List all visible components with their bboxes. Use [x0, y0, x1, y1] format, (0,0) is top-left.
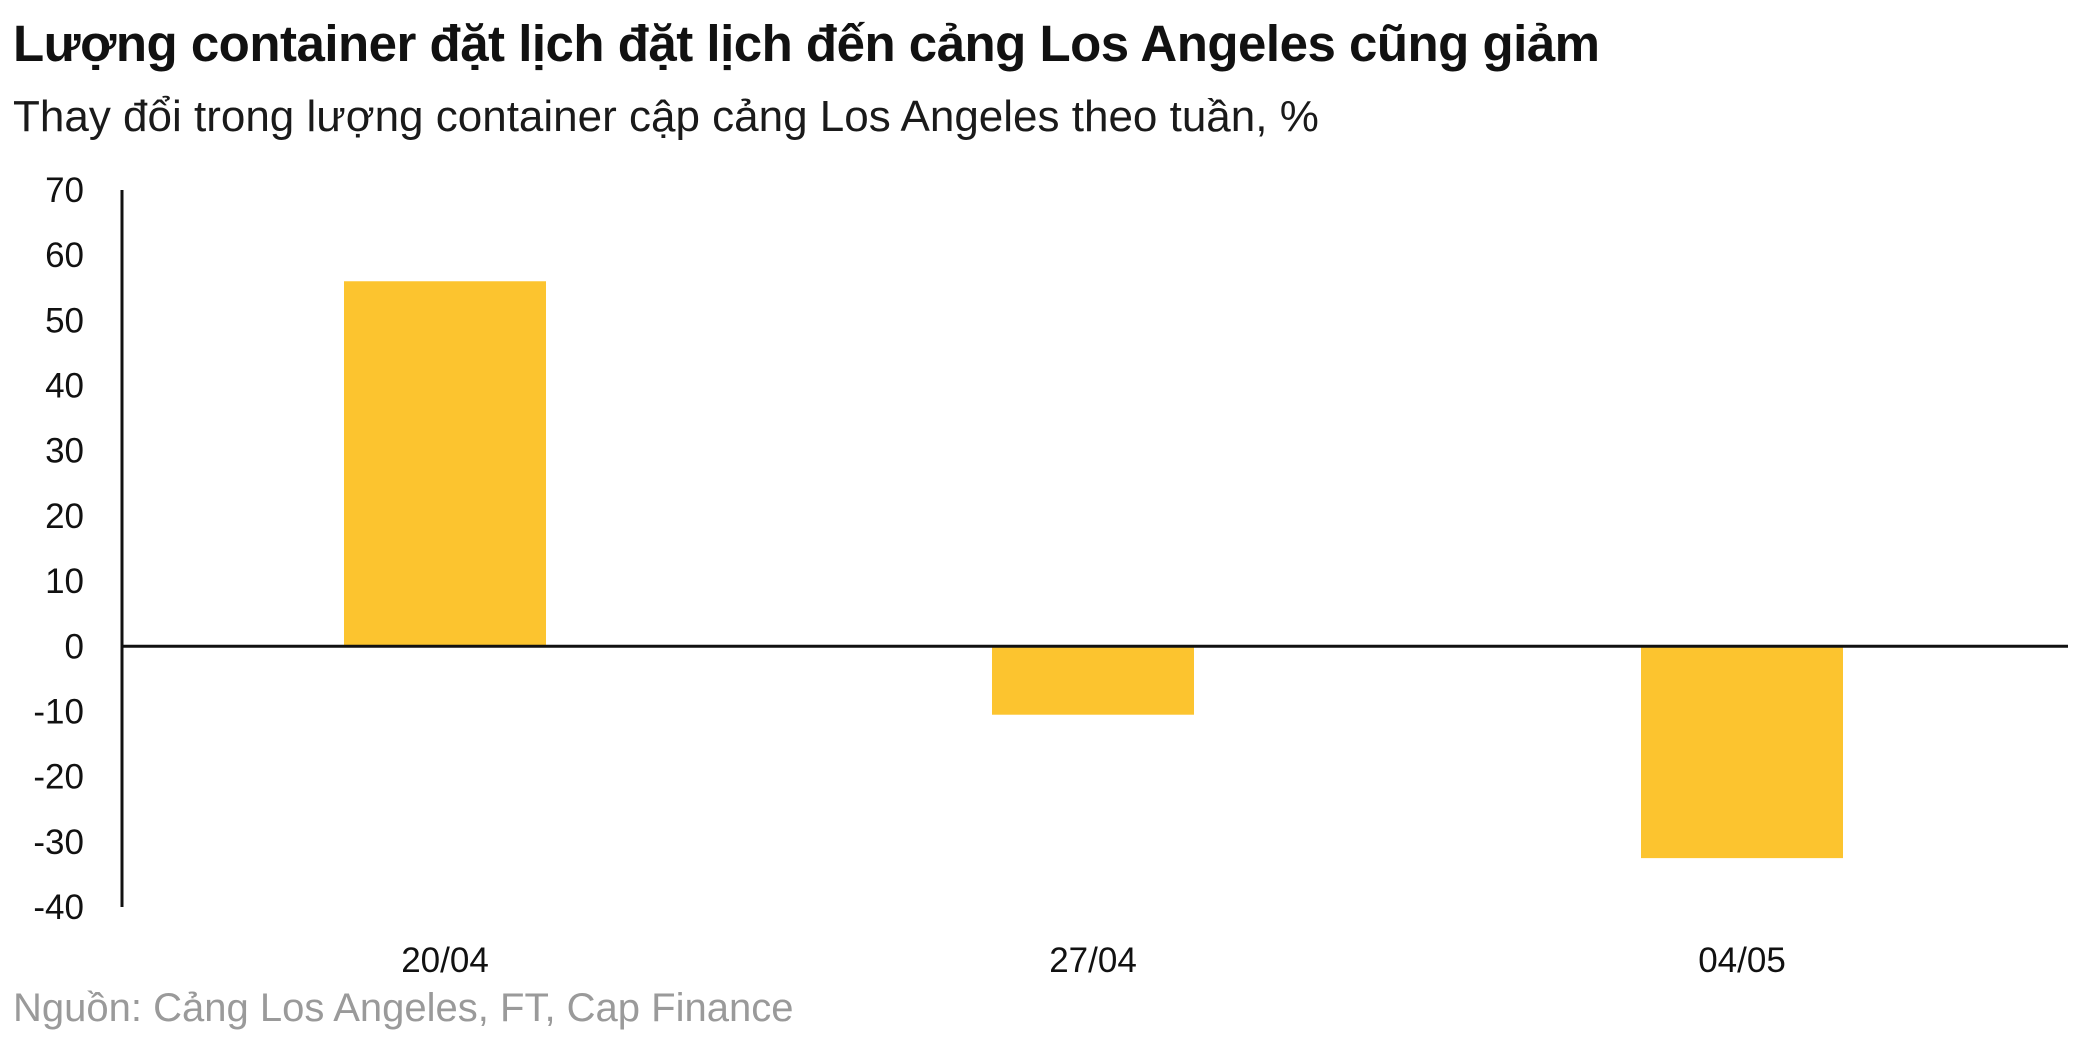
y-tick-label: 50	[45, 301, 84, 340]
y-tick-label: 60	[45, 236, 84, 275]
y-tick-label: 0	[65, 627, 84, 666]
chart-subtitle: Thay đổi trong lượng container cập cảng …	[13, 92, 1319, 141]
x-category-label: 27/04	[1049, 941, 1137, 980]
axes-layer	[120, 190, 2068, 907]
x-category-labels: 20/04 27/04 04/05	[401, 941, 1786, 980]
y-tick-label: 10	[45, 562, 84, 601]
bar-27-04	[992, 646, 1194, 715]
bar-20-04	[344, 281, 546, 647]
y-tick-label: 30	[45, 432, 84, 471]
y-tick-label: -10	[33, 692, 84, 731]
y-tick-label: -40	[33, 888, 84, 927]
y-tick-label: 20	[45, 497, 84, 536]
source-note: Nguồn: Cảng Los Angeles, FT, Cap Finance	[13, 986, 794, 1030]
x-category-label: 20/04	[401, 941, 489, 980]
y-tick-label: -30	[33, 823, 84, 862]
y-tick-labels: 70 60 50 40 30 20 10 0 -10 -20 -30 -40	[33, 171, 84, 927]
x-category-label: 04/05	[1698, 941, 1786, 980]
chart-title: Lượng container đặt lịch đặt lịch đến cả…	[13, 15, 1600, 72]
bar-04-05	[1641, 646, 1843, 859]
bars-layer	[344, 281, 1843, 859]
y-tick-label: 70	[45, 171, 84, 210]
y-tick-label: -20	[33, 758, 84, 797]
y-tick-label: 40	[45, 367, 84, 406]
